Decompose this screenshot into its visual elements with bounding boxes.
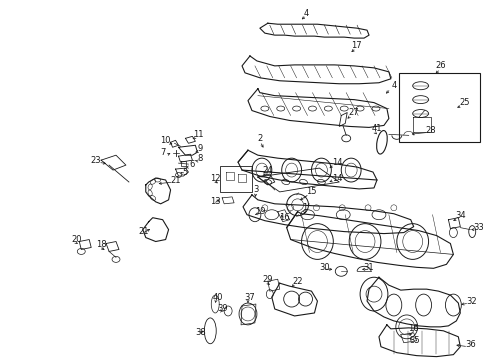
Text: 33: 33 [473,223,484,232]
Text: 8: 8 [197,154,203,163]
Bar [399,73,480,142]
Text: 21: 21 [171,176,181,185]
Text: 21: 21 [139,227,149,236]
Text: 10: 10 [160,136,171,145]
Text: 23: 23 [91,156,101,165]
Text: 36: 36 [465,340,476,349]
Text: 4: 4 [391,81,396,90]
Text: 32: 32 [466,297,477,306]
Text: 22: 22 [293,277,303,286]
Text: 18: 18 [96,240,106,249]
Text: 16: 16 [279,213,290,222]
Text: 27: 27 [349,108,360,117]
Text: 19: 19 [255,207,265,216]
Text: 31: 31 [364,263,374,272]
Text: 40: 40 [213,293,223,302]
Text: 3: 3 [253,185,259,194]
Text: 13: 13 [210,197,220,206]
Text: 34: 34 [455,211,466,220]
Text: 30: 30 [319,263,330,272]
Text: 24: 24 [263,166,273,175]
Text: 6: 6 [190,159,195,168]
Text: 35: 35 [409,336,420,345]
Text: 2: 2 [257,134,263,143]
Bar [220,166,252,192]
Text: 1: 1 [302,203,307,212]
Text: 39: 39 [217,305,227,314]
Text: 20: 20 [71,235,81,244]
Text: 17: 17 [351,41,362,50]
Text: 12: 12 [210,174,221,183]
Text: 5: 5 [183,167,188,176]
Text: 9: 9 [198,144,203,153]
Text: 26: 26 [435,62,446,71]
Text: 29: 29 [263,275,273,284]
Text: 41: 41 [372,124,382,133]
Text: 38: 38 [195,328,206,337]
Text: 15: 15 [306,188,317,197]
Text: 14: 14 [332,158,343,167]
Text: 37: 37 [245,293,255,302]
Text: 28: 28 [425,126,436,135]
Text: 14: 14 [332,174,343,183]
Text: 4: 4 [304,9,309,18]
Text: 7: 7 [160,148,165,157]
Text: 25: 25 [459,98,469,107]
Text: 11: 11 [193,130,204,139]
Text: 16: 16 [408,324,419,333]
